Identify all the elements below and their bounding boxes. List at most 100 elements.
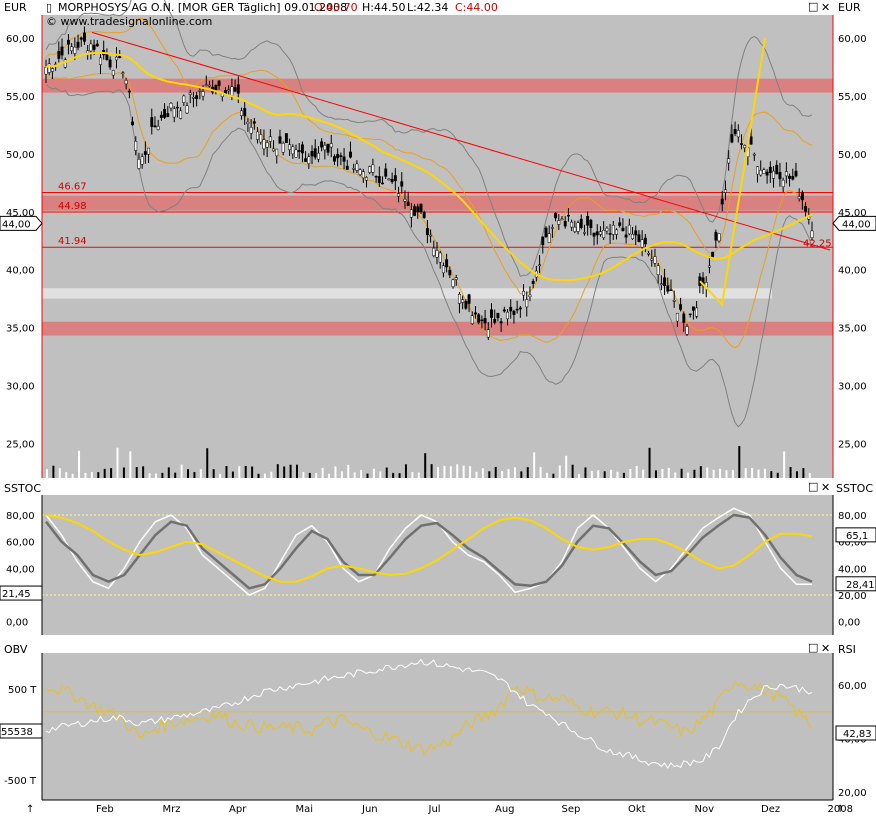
candle-body bbox=[336, 153, 340, 159]
candle-body bbox=[339, 155, 343, 157]
y-tick-right: 25,00 bbox=[838, 439, 867, 450]
obv-close-icon[interactable]: ✕ bbox=[821, 642, 831, 655]
volume-bar bbox=[58, 468, 61, 478]
volume-bar bbox=[783, 451, 786, 478]
stoch-tick-left: 40,00 bbox=[6, 564, 35, 575]
volume-bar bbox=[719, 468, 722, 478]
close-icon[interactable]: ✕ bbox=[821, 1, 831, 14]
obv-restore-icon[interactable]: □ bbox=[808, 641, 819, 654]
candle-body bbox=[615, 229, 618, 235]
restore-icon[interactable]: □ bbox=[808, 0, 819, 13]
volume-bar bbox=[187, 469, 190, 478]
candle-body bbox=[791, 176, 795, 180]
volume-bar bbox=[353, 472, 356, 478]
candle-body bbox=[390, 179, 394, 183]
volume-bar bbox=[674, 472, 677, 478]
stoch-tick-left: 80,00 bbox=[6, 511, 35, 522]
stoch-title: SSTOC bbox=[4, 482, 42, 495]
stoch-restore-icon[interactable]: □ bbox=[808, 480, 819, 493]
candle-body bbox=[659, 283, 663, 286]
volume-bar bbox=[654, 470, 657, 478]
last-price-tag-left bbox=[0, 215, 43, 231]
volume-bar bbox=[225, 466, 228, 478]
candle-body bbox=[230, 86, 234, 96]
candle-body bbox=[554, 212, 558, 219]
candle-body bbox=[291, 146, 295, 155]
stoch-panel-bg bbox=[42, 495, 833, 635]
candle-body bbox=[256, 131, 259, 140]
volume-bar bbox=[520, 471, 523, 478]
volume-bar bbox=[699, 466, 702, 478]
candle-body bbox=[297, 150, 301, 152]
volume-bar bbox=[263, 473, 266, 478]
candle-body bbox=[740, 143, 743, 145]
candle-body bbox=[429, 234, 433, 237]
candle-body bbox=[512, 310, 516, 315]
candle-body bbox=[278, 136, 282, 144]
swing-line bbox=[699, 37, 766, 307]
candle-body bbox=[736, 130, 740, 138]
candle-body bbox=[345, 165, 349, 170]
candle-body bbox=[227, 89, 231, 92]
candle-body bbox=[243, 108, 247, 117]
volume-bar bbox=[315, 472, 318, 478]
stoch-left-tag bbox=[0, 585, 43, 601]
candle-body bbox=[217, 80, 221, 86]
level-label: 44.98 bbox=[58, 201, 87, 212]
volume-bar bbox=[475, 471, 478, 478]
stoch-close-icon[interactable]: ✕ bbox=[821, 481, 831, 494]
candle-body bbox=[592, 232, 596, 237]
candle-body bbox=[400, 181, 404, 187]
candle-body bbox=[509, 306, 513, 312]
stoch-left-label: 21,45 bbox=[2, 589, 31, 600]
volume-bar bbox=[174, 472, 177, 478]
symbol-marker-icon: ▯ bbox=[46, 1, 53, 14]
scroll-left-icon: ↑ bbox=[26, 804, 34, 815]
rsi-tick: 20,00 bbox=[838, 788, 867, 799]
y-tick-left: 50,00 bbox=[6, 150, 35, 161]
x-tick-label: Jun bbox=[361, 804, 378, 815]
obv-tick: 500 T bbox=[8, 685, 37, 696]
candle-body bbox=[675, 312, 679, 322]
stoch-tick-right: 40,00 bbox=[838, 564, 867, 575]
volume-bar bbox=[770, 471, 773, 478]
candle-body bbox=[480, 319, 484, 322]
y-tick-right: 50,00 bbox=[838, 150, 867, 161]
candle-body bbox=[493, 318, 497, 323]
candle-body bbox=[637, 234, 641, 242]
axis-text: Feb Mrz Apr Mai Jun Jul Aug Sep Okt Nov Dez 2008↑ ↑ bbox=[26, 799, 853, 815]
volume-bar bbox=[65, 472, 68, 478]
volume-bar bbox=[52, 465, 55, 478]
volume-bar bbox=[161, 472, 164, 478]
volume-bar bbox=[539, 467, 542, 478]
volume-bar bbox=[411, 472, 414, 478]
candle-body bbox=[246, 121, 250, 124]
stoch-value-tag bbox=[835, 576, 876, 592]
volume-bar bbox=[417, 472, 420, 478]
volume-bar bbox=[763, 468, 766, 478]
volume-bar bbox=[501, 470, 504, 478]
volume-bar bbox=[251, 466, 254, 478]
volume-bar bbox=[751, 468, 754, 478]
volume-bar bbox=[385, 467, 388, 478]
volume-bar bbox=[430, 464, 433, 478]
candle-body bbox=[134, 141, 138, 151]
volume-bar bbox=[135, 466, 138, 478]
candle-body bbox=[371, 164, 375, 173]
candle-body bbox=[163, 108, 167, 118]
obv-value-label: 55538 bbox=[1, 727, 33, 738]
y-tick-left: 55,00 bbox=[6, 92, 35, 103]
y-tick-right: 30,00 bbox=[838, 381, 867, 392]
y-tick-right: 40,00 bbox=[838, 266, 867, 277]
y-tick-left: 40,00 bbox=[6, 266, 35, 277]
candle-body bbox=[752, 153, 756, 156]
volume-bar bbox=[507, 469, 510, 478]
candle-body bbox=[563, 220, 567, 227]
obv-value-tag bbox=[0, 723, 43, 739]
candle-body bbox=[406, 201, 410, 207]
candle-body bbox=[413, 206, 417, 216]
candle-body bbox=[419, 203, 423, 213]
stoch-line bbox=[45, 514, 813, 583]
candle-body bbox=[265, 142, 269, 148]
candle-body bbox=[262, 139, 266, 150]
